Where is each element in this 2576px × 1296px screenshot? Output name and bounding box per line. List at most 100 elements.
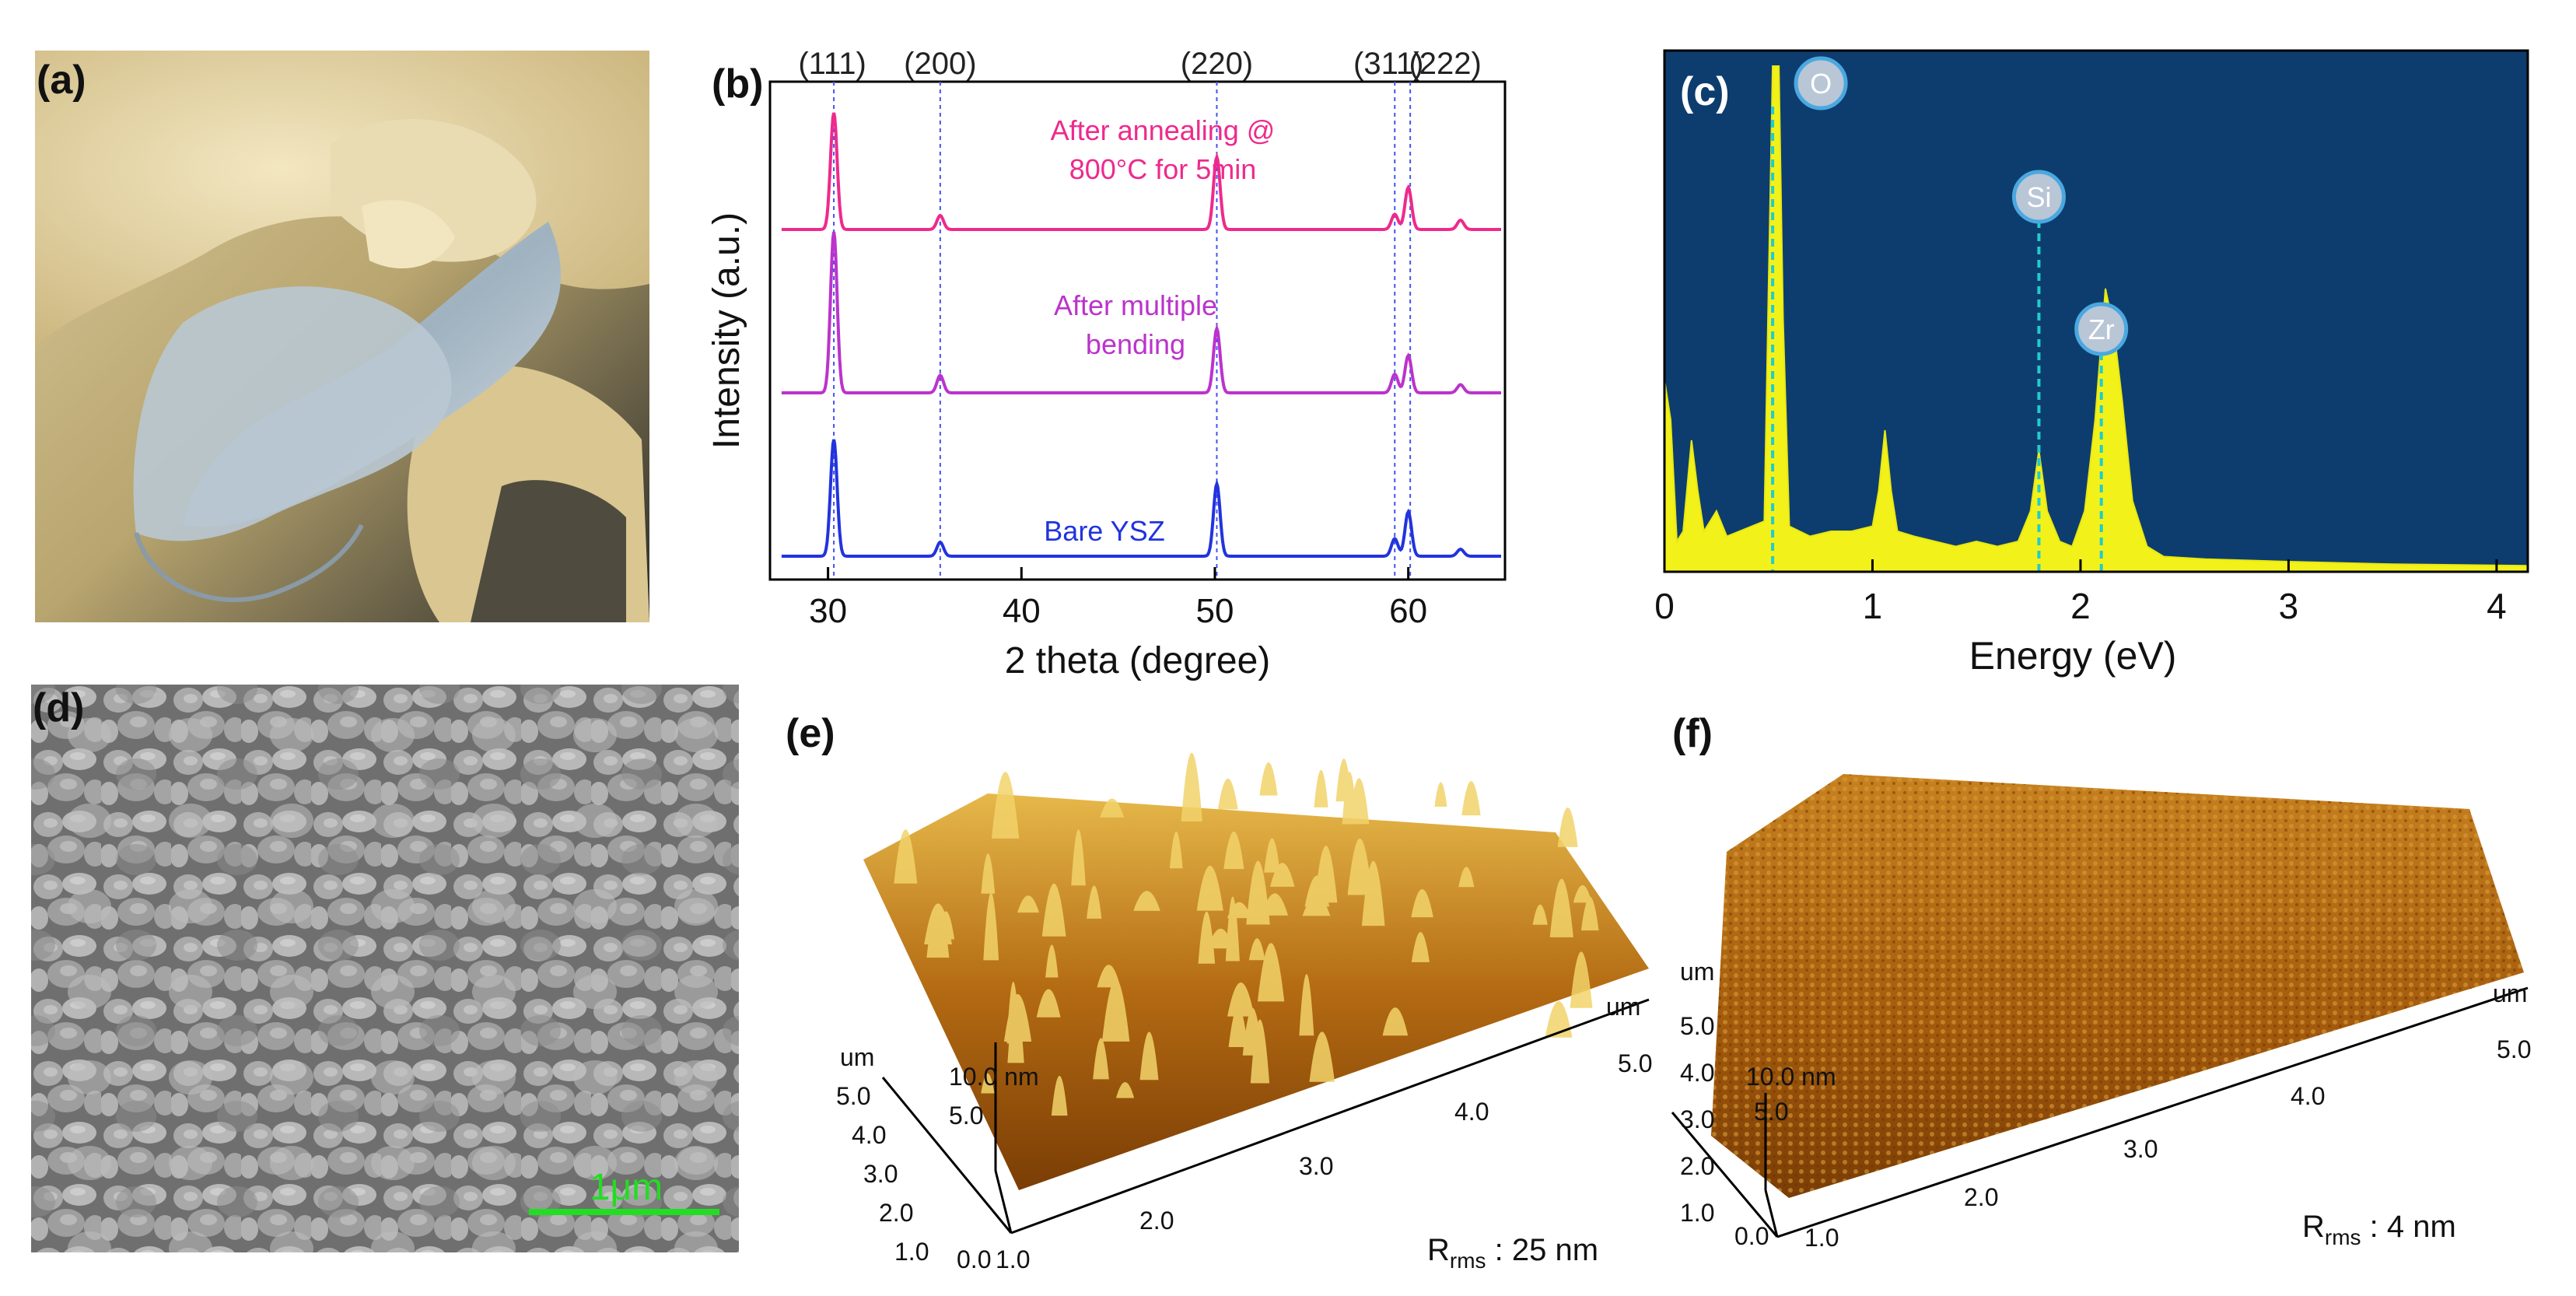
- element-marker: [2074, 302, 2129, 356]
- afm-peak: [1051, 1075, 1068, 1116]
- afm-peak: [992, 815, 1006, 835]
- plot-frame: [768, 80, 1507, 581]
- afm-peak: [1071, 829, 1086, 886]
- afm-peak: [983, 892, 999, 961]
- x-tick-label: 40: [1003, 592, 1041, 630]
- afm-peak: [1532, 904, 1548, 925]
- panel-label: (e): [786, 711, 835, 756]
- svg-text:1.0: 1.0: [1680, 1199, 1714, 1227]
- afm-peak: [1115, 1081, 1135, 1098]
- series-label: After annealing @: [1051, 114, 1276, 146]
- svg-text:0.0: 0.0: [957, 1245, 991, 1273]
- afm-peak: [1198, 911, 1216, 964]
- svg-text:0.0: 0.0: [1734, 1222, 1769, 1250]
- peak-label: (222): [1409, 47, 1481, 81]
- panel-c: O Si Zr 0 1 2 3 4 Energy (eV) (c): [1649, 43, 2559, 704]
- panel-f: (f) 1.0 2.0 3.0 4.0 5.0 um 0.0 1.0 2.0 3.0 4.0 5.…: [1657, 692, 2574, 1284]
- xrd-chart: (b) (111) (200) (220) (311)(222) After annea…: [706, 47, 1507, 681]
- rms-label: Rrms : 4 nm: [2302, 1210, 2456, 1249]
- svg-text:um: um: [840, 1043, 874, 1071]
- xrd-series-line: [781, 231, 1501, 394]
- afm-peak: [1411, 932, 1430, 962]
- afm-peak: [1217, 778, 1238, 810]
- peak-label: (200): [904, 47, 976, 81]
- peak-label: (111): [798, 47, 866, 81]
- afm-peak: [1573, 884, 1592, 903]
- peak-label: (311): [1353, 47, 1423, 81]
- x-tick-label: 30: [809, 592, 847, 630]
- x-tick-label: 60: [1389, 592, 1427, 630]
- afm-peak: [1264, 838, 1280, 873]
- element-marker: [2011, 170, 2066, 224]
- x-tick-label: 4: [2487, 586, 2507, 626]
- panel-label: (f): [1672, 711, 1713, 756]
- element-label: Si: [2026, 181, 2051, 213]
- svg-text:3.0: 3.0: [1680, 1105, 1714, 1133]
- afm-peak: [1036, 989, 1061, 1018]
- afm-peak: [1250, 1019, 1270, 1084]
- x-tick-label: 1: [1863, 586, 1883, 626]
- element-label: O: [1810, 68, 1832, 100]
- svg-text:1.0: 1.0: [996, 1245, 1030, 1273]
- svg-text:5.0: 5.0: [1680, 1012, 1714, 1040]
- scale-bar: [529, 1209, 719, 1215]
- svg-text:2.0: 2.0: [1139, 1207, 1174, 1235]
- afm-peak: [1181, 752, 1202, 821]
- panel-e: (e) 1.0 2.0 3.0 4.0 5.0 um 0.0 1.0 2.0 3.0 4.0 5.…: [770, 692, 1688, 1284]
- afm-3d-rough: (e) 1.02.03.04.05.0 um 0.01.02.03.04.05.…: [786, 711, 1652, 1273]
- panel-label: (a): [37, 58, 86, 103]
- afm-peak: [1259, 762, 1278, 796]
- afm-peak: [1302, 895, 1331, 916]
- afm-peak: [1227, 982, 1255, 1017]
- svg-text:5.0: 5.0: [1618, 1049, 1652, 1077]
- svg-text:2.0: 2.0: [879, 1199, 913, 1227]
- series-label: 800°C for 5min: [1069, 153, 1257, 185]
- afm-peak: [1342, 772, 1357, 825]
- afm-peak: [1133, 891, 1160, 911]
- afm-peak: [1549, 878, 1573, 937]
- x-tick-label: 2: [2070, 586, 2091, 626]
- afm-peak: [1461, 781, 1481, 816]
- afm-peak: [1045, 944, 1059, 978]
- svg-text:10.0 nm: 10.0 nm: [1746, 1063, 1836, 1091]
- afm-peak: [1309, 1032, 1335, 1082]
- scale-bar-label: 1μm: [590, 1167, 663, 1208]
- afm-peak: [924, 903, 952, 945]
- x-axis-label: 2 theta (degree): [1005, 640, 1271, 681]
- series-label: bending: [1086, 328, 1185, 360]
- rms-label: Rrms : 25 nm: [1427, 1233, 1598, 1273]
- afm-peak: [1003, 993, 1032, 1042]
- series-label: After multiple: [1054, 289, 1217, 321]
- eds-chart: O Si Zr 0 1 2 3 4 Energy (eV) (c): [1654, 49, 2529, 678]
- afm-peak: [1314, 769, 1328, 807]
- svg-text:2.0: 2.0: [1680, 1152, 1714, 1180]
- afm-peak: [1248, 938, 1265, 961]
- afm-peak: [1570, 951, 1593, 1008]
- afm-peak: [894, 829, 918, 884]
- afm-peak: [1347, 838, 1373, 895]
- afm-peak: [1041, 883, 1066, 937]
- panel-label: (d): [33, 685, 85, 730]
- afm-peak: [1223, 831, 1244, 870]
- afm-peak: [981, 853, 996, 894]
- peak-label: (220): [1181, 47, 1253, 81]
- svg-text:4.0: 4.0: [1454, 1098, 1489, 1126]
- panel-label: (c): [1680, 69, 1730, 114]
- series-label: Bare YSZ: [1044, 515, 1164, 547]
- panel-b: (b) (111) (200) (220) (311) (222) After annea…: [696, 35, 1567, 704]
- svg-text:4.0: 4.0: [852, 1121, 886, 1149]
- afm-peak: [1580, 896, 1599, 931]
- panel-a: (a): [35, 51, 649, 622]
- svg-text:um: um: [2493, 979, 2527, 1007]
- afm-peak: [1101, 979, 1130, 1042]
- plot-frame: [1663, 49, 2529, 573]
- panel-label: (b): [712, 61, 763, 107]
- svg-text:2.0: 2.0: [1964, 1183, 1998, 1211]
- afm-peak: [1228, 1007, 1248, 1047]
- afm-peak: [1139, 1032, 1159, 1081]
- svg-text:10.0 nm: 10.0 nm: [949, 1063, 1039, 1091]
- element-label: Zr: [2088, 313, 2115, 345]
- x-axis-label: Energy (eV): [1969, 634, 2177, 678]
- xrd-series-line: [781, 112, 1501, 231]
- svg-text:3.0: 3.0: [2123, 1135, 2158, 1163]
